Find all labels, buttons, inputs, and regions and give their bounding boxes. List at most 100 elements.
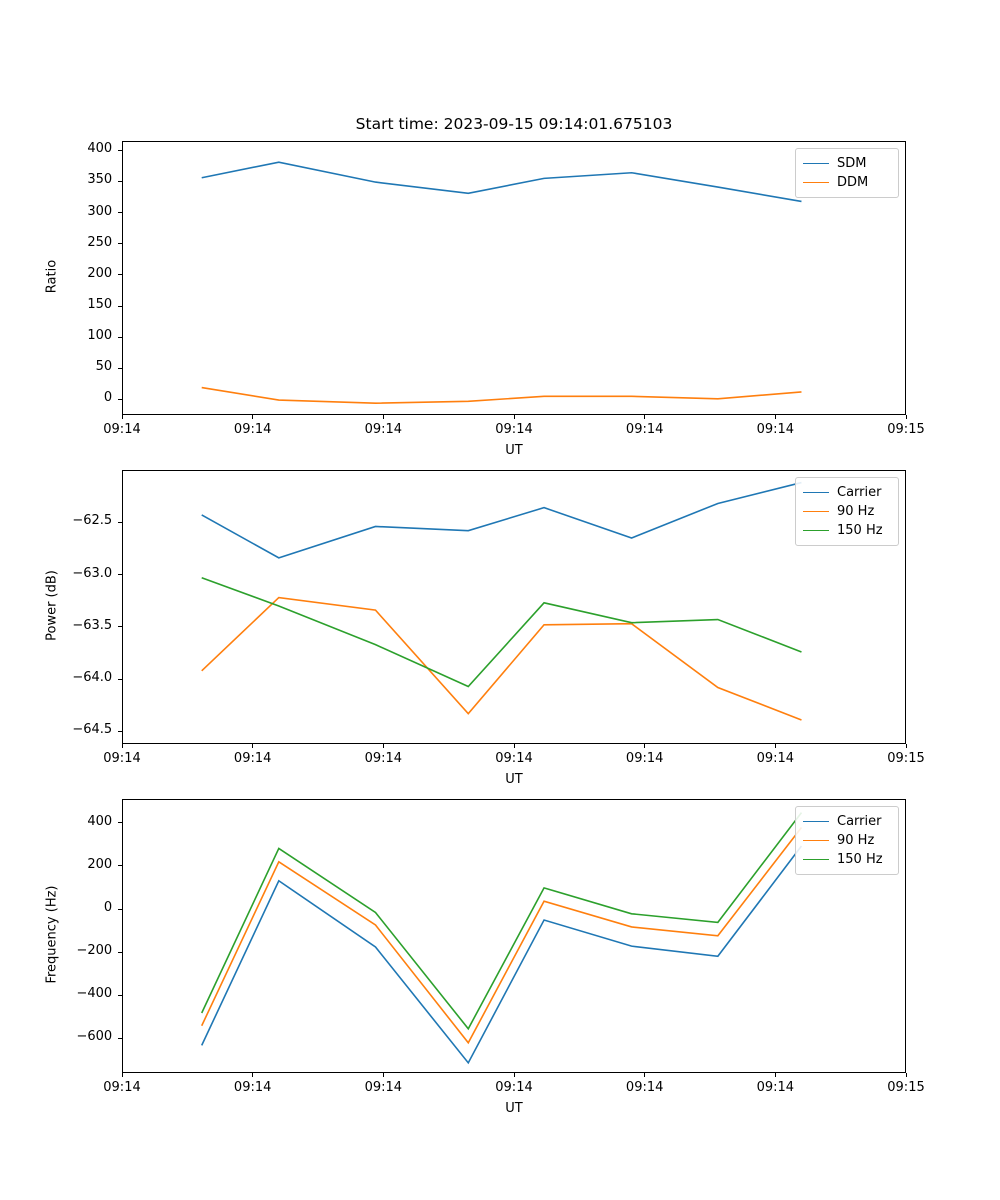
legend-color-swatch — [803, 182, 829, 183]
x-tick-mark — [121, 1073, 123, 1077]
legend-item[interactable]: 90 Hz — [803, 831, 891, 850]
axes-frame-frequency — [122, 799, 906, 1073]
x-tick-label: 09:14 — [495, 751, 533, 766]
legend-power[interactable]: Carrier 90 Hz 150 Hz — [795, 477, 899, 546]
legend-item[interactable]: 150 Hz — [803, 850, 891, 869]
x-axis-label-power: UT — [505, 772, 523, 787]
legend-label: Carrier — [837, 485, 882, 500]
x-tick-label: 09:14 — [233, 1080, 272, 1095]
y-tick-label: −600 — [76, 1029, 113, 1045]
x-tick-label: 09:14 — [756, 751, 795, 766]
x-tick-label: 09:14 — [233, 751, 272, 766]
y-tick-mark — [118, 212, 122, 214]
y-tick-label: 250 — [87, 234, 113, 250]
x-tick-label: 09:14 — [625, 751, 664, 766]
x-tick-label: 09:14 — [495, 422, 533, 437]
y-tick-label: −63.0 — [72, 565, 113, 581]
legend-color-swatch — [803, 840, 829, 841]
x-tick-mark — [513, 415, 515, 419]
y-tick-label: 400 — [87, 141, 113, 157]
y-tick-label: 200 — [87, 265, 113, 281]
legend-item[interactable]: 150 Hz — [803, 521, 891, 540]
x-axis-label-frequency: UT — [505, 1101, 523, 1116]
axes-frame-ratio — [122, 141, 906, 415]
y-tick-label: −400 — [76, 986, 113, 1002]
x-tick-mark — [252, 744, 254, 748]
y-tick-mark — [118, 678, 122, 680]
legend-color-swatch — [803, 492, 829, 493]
y-axis-label-frequency: Frequency (Hz) — [44, 885, 60, 984]
legend-color-swatch — [803, 859, 829, 860]
x-tick-mark — [252, 1073, 254, 1077]
x-tick-label: 09:14 — [625, 422, 664, 437]
axes-frame-power — [122, 470, 906, 744]
y-tick-mark — [118, 865, 122, 867]
legend-item[interactable]: DDM — [803, 173, 891, 192]
y-tick-label: −64.5 — [72, 722, 113, 738]
x-tick-mark — [513, 1073, 515, 1077]
y-tick-label: −200 — [76, 943, 113, 959]
x-tick-mark — [121, 744, 123, 748]
legend-item[interactable]: Carrier — [803, 812, 891, 831]
x-tick-label: 09:14 — [103, 1080, 141, 1095]
legend-color-swatch — [803, 511, 829, 512]
y-tick-label: 300 — [87, 203, 113, 219]
y-tick-mark — [118, 1037, 122, 1040]
x-tick-mark — [382, 744, 384, 748]
series-line-ddm — [201, 386, 802, 404]
series-line-90-hz — [200, 826, 803, 1045]
x-tick-label: 09:14 — [756, 422, 795, 437]
y-tick-mark — [118, 149, 122, 151]
series-line-90-hz — [201, 596, 802, 721]
y-tick-mark — [118, 908, 122, 910]
y-tick-mark — [118, 243, 122, 245]
x-tick-label: 09:15 — [887, 1080, 925, 1095]
legend-label: DDM — [837, 175, 869, 190]
x-tick-label: 09:14 — [495, 1080, 533, 1095]
x-tick-mark — [121, 415, 123, 419]
legend-color-swatch — [803, 821, 829, 822]
y-tick-mark — [118, 180, 122, 183]
x-tick-mark — [644, 744, 646, 748]
y-tick-mark — [118, 730, 122, 733]
y-tick-mark — [118, 822, 122, 824]
legend-frequency[interactable]: Carrier 90 Hz 150 Hz — [795, 806, 899, 875]
x-tick-label: 09:14 — [625, 1080, 664, 1095]
x-tick-label: 09:14 — [103, 751, 141, 766]
x-tick-mark — [644, 1073, 646, 1077]
y-tick-label: 50 — [95, 359, 113, 375]
legend-label: 150 Hz — [837, 852, 883, 867]
x-tick-mark — [905, 1073, 907, 1077]
legend-ratio[interactable]: SDM DDM — [795, 148, 899, 198]
x-tick-label: 09:14 — [756, 1080, 795, 1095]
legend-label: SDM — [837, 156, 867, 171]
y-tick-mark — [118, 336, 122, 338]
series-line-carrier — [201, 481, 802, 559]
x-tick-label: 09:14 — [364, 422, 403, 437]
y-tick-label: 400 — [87, 813, 113, 829]
x-axis-label-ratio: UT — [505, 443, 523, 458]
y-tick-label: 0 — [103, 390, 113, 406]
legend-item[interactable]: 90 Hz — [803, 502, 891, 521]
x-tick-label: 09:14 — [103, 422, 141, 437]
legend-color-swatch — [803, 163, 829, 164]
y-tick-mark — [118, 574, 122, 576]
legend-item[interactable]: Carrier — [803, 483, 891, 502]
x-tick-mark — [774, 1073, 776, 1077]
x-tick-mark — [774, 744, 776, 748]
y-tick-mark — [118, 521, 122, 523]
y-tick-label: 150 — [87, 297, 113, 313]
x-tick-label: 09:15 — [887, 422, 925, 437]
series-line-sdm — [201, 161, 802, 203]
y-tick-mark — [118, 951, 122, 953]
x-tick-label: 09:15 — [887, 751, 925, 766]
legend-label: 90 Hz — [837, 833, 875, 848]
y-tick-label: −64.0 — [72, 670, 113, 686]
x-tick-mark — [382, 1073, 384, 1077]
legend-item[interactable]: SDM — [803, 154, 891, 173]
series-line-150-hz — [200, 812, 803, 1031]
